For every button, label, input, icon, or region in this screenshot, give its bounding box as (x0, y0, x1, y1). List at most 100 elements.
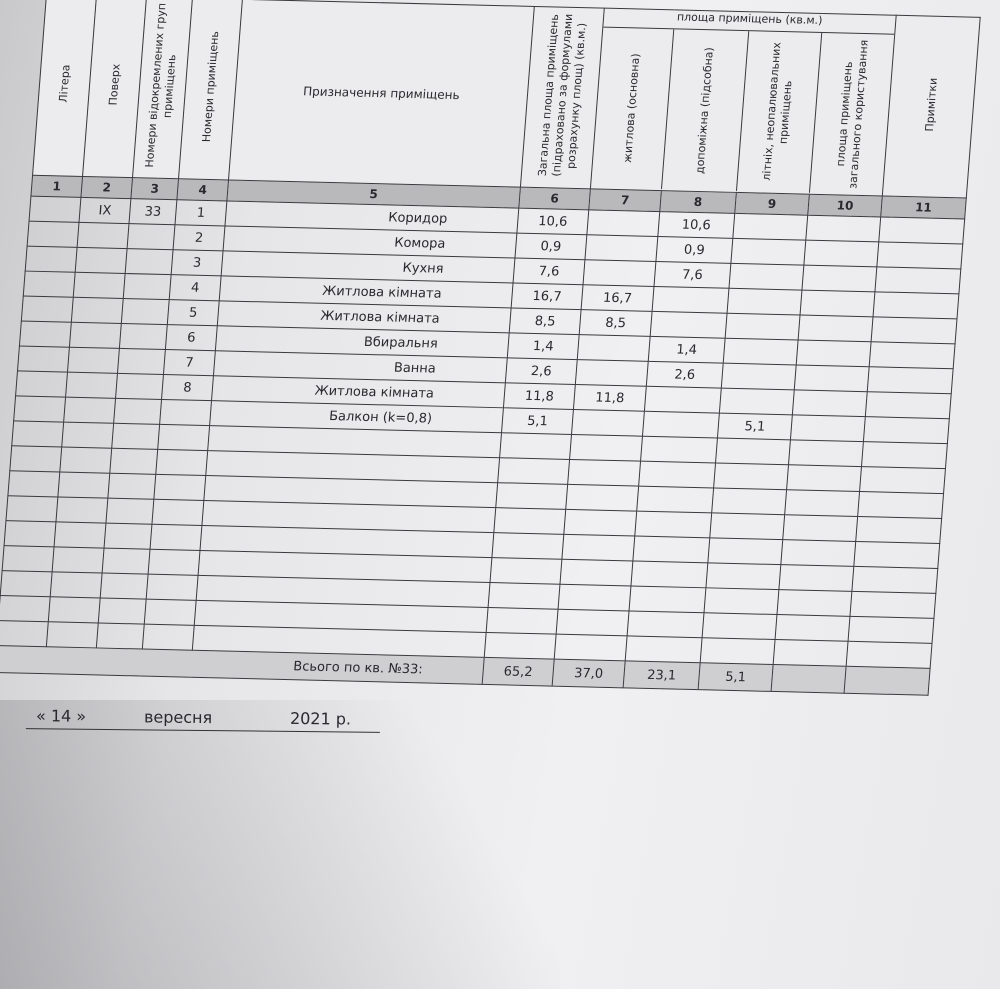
table-cell: 7,6 (653, 261, 731, 289)
table-cell (873, 291, 959, 319)
table-cell: 16,7 (511, 282, 584, 310)
total-value: 5,1 (698, 662, 774, 692)
table-cell (563, 509, 637, 537)
table-cell (25, 246, 78, 273)
column-number: 1 (30, 175, 83, 198)
table-cell (117, 348, 166, 375)
table-cell (865, 391, 952, 419)
table-cell (652, 286, 729, 314)
table-cell (19, 320, 72, 348)
table-cell (558, 584, 631, 611)
column-number: 11 (880, 195, 967, 220)
table-cell (7, 470, 60, 497)
table-cell (59, 447, 112, 474)
table-cell (127, 223, 175, 250)
table-cell (702, 612, 777, 640)
table-cell (625, 635, 703, 663)
date-month: вересня (143, 707, 213, 728)
table-cell (583, 259, 656, 287)
table-cell (794, 364, 870, 392)
total-value: 65,2 (482, 657, 555, 687)
table-cell (792, 389, 868, 417)
table-cell (144, 599, 197, 626)
table-cell (100, 573, 149, 600)
table-cell: 16,7 (581, 284, 654, 312)
table-cell: 11,8 (573, 384, 647, 412)
header-purpose: Призначення приміщень (228, 0, 535, 188)
table-cell (859, 466, 946, 494)
table-cell (786, 464, 862, 492)
table-cell (732, 213, 808, 241)
table-cell: 6 (165, 324, 218, 351)
table-cell (628, 585, 706, 613)
table-cell (800, 290, 875, 317)
table-cell (782, 514, 858, 542)
table-cell (54, 521, 106, 549)
table-cell (715, 438, 791, 465)
table-cell (638, 461, 716, 488)
table-cell (151, 499, 204, 526)
column-number: 2 (80, 176, 133, 199)
table-cell (5, 495, 58, 522)
table-cell (776, 589, 852, 617)
table-cell (486, 607, 559, 635)
table-cell (75, 247, 128, 274)
table-cell (565, 484, 639, 512)
table-cell (640, 436, 718, 463)
table-cell (567, 459, 641, 487)
table-cell (575, 359, 649, 387)
table-cell (634, 511, 712, 538)
table-cell (67, 347, 120, 374)
table-cell (13, 395, 66, 423)
table-cell (642, 411, 720, 439)
table-cell (57, 471, 110, 499)
table-cell (788, 439, 864, 467)
table-cell: 10,6 (657, 211, 735, 239)
table-cell (63, 397, 116, 424)
table-cell (491, 532, 564, 560)
table-cell (775, 614, 850, 642)
table-cell (846, 641, 933, 669)
table-cell (561, 534, 635, 562)
table-cell (805, 215, 881, 242)
table-cell (627, 610, 704, 638)
table-cell (863, 416, 950, 444)
table-cell (780, 539, 856, 567)
table-cell (115, 373, 164, 400)
column-number: 3 (130, 177, 179, 200)
table-cell (790, 414, 866, 442)
header-common: площа приміщень загального користування (834, 39, 871, 189)
table-cell (98, 598, 147, 625)
table-cell (855, 516, 942, 544)
table-cell: 11,8 (503, 382, 576, 410)
table-cell (125, 248, 174, 275)
table-cell (105, 498, 154, 525)
table-cell: 1 (174, 199, 227, 226)
table-cell (155, 449, 208, 476)
table-cell (2, 545, 55, 572)
table-cell (586, 209, 660, 237)
table-cell (711, 487, 787, 515)
column-number: 6 (518, 187, 591, 210)
table-cell (569, 434, 643, 462)
table-cell: 5,1 (501, 407, 574, 435)
table-cell (484, 632, 557, 660)
table-cell (52, 546, 105, 574)
table-cell (96, 622, 145, 650)
table-cell (102, 548, 151, 575)
table-cell: 8 (161, 374, 214, 401)
table-cell (713, 462, 789, 490)
table-cell (4, 520, 56, 547)
table-cell (650, 311, 728, 339)
table-cell (703, 587, 779, 615)
table-cell (801, 265, 877, 292)
table-cell (55, 496, 108, 524)
explication-table: Літера Поверх Номери відокремлених груп … (0, 0, 981, 696)
table-cell: 7 (163, 349, 216, 376)
table-cell (554, 634, 628, 661)
photo-shadow (0, 700, 560, 989)
table-cell (497, 457, 570, 485)
table-cell (48, 596, 101, 623)
table-cell (878, 216, 965, 244)
date-line: « 14 » вересня 2021 р. (25, 704, 381, 733)
